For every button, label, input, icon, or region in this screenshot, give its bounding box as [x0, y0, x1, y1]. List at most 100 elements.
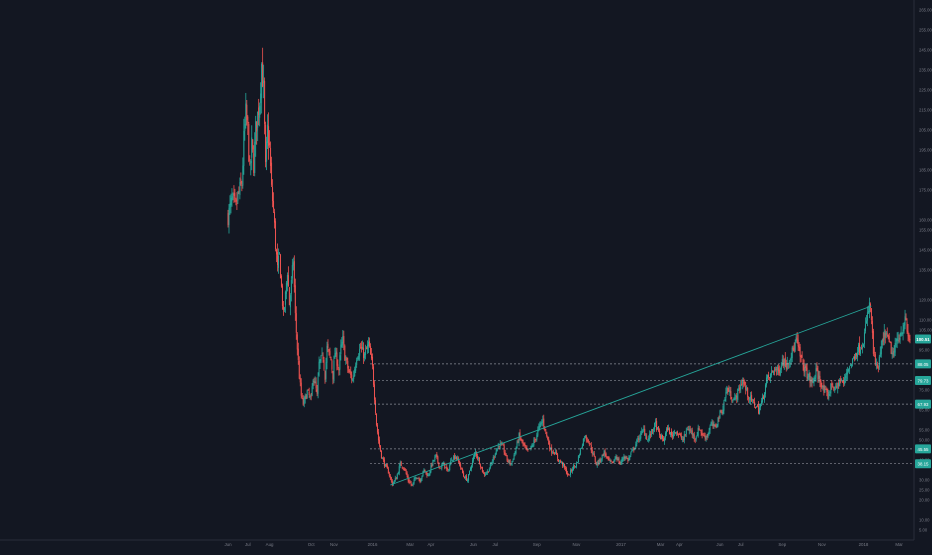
x-tick-label: Sep	[533, 542, 541, 547]
candle-up	[867, 310, 869, 313]
trendline[interactable]	[390, 305, 872, 486]
candle-up	[452, 459, 454, 461]
candle-up	[861, 347, 863, 349]
candle-down	[281, 285, 283, 306]
candle-up	[761, 400, 763, 404]
candle-down	[873, 352, 875, 353]
candle-down	[546, 431, 548, 437]
candle-down	[426, 473, 428, 477]
candle-up	[647, 439, 649, 441]
candle-up	[540, 422, 542, 425]
candle-up	[533, 440, 535, 446]
candle-down	[297, 348, 299, 360]
candle-up	[708, 431, 710, 435]
candle-down	[548, 439, 550, 445]
candle-up	[537, 429, 539, 436]
candle-up	[865, 320, 867, 324]
candle-down	[388, 473, 390, 476]
candle-down	[800, 355, 802, 357]
candle-up	[304, 394, 306, 400]
candle-up	[818, 375, 820, 379]
candle-down	[253, 153, 255, 173]
candle-down	[819, 376, 821, 382]
candle-down	[787, 363, 789, 364]
candle-down	[743, 382, 745, 383]
candle-up	[469, 470, 471, 475]
candle-up	[615, 456, 617, 459]
candle-down	[557, 454, 559, 459]
candle-up	[488, 468, 490, 472]
candle-down	[678, 434, 680, 435]
candle-up	[473, 453, 475, 457]
candle-up	[724, 399, 726, 401]
candle-down	[553, 451, 555, 453]
candle-down	[826, 389, 828, 393]
time-axis[interactable]: Jun Jul Aug Oct Nov 2016 Mar Apr Jun Jul Sep Nov 201…	[224, 542, 903, 547]
candle-up	[311, 386, 313, 396]
candle-up	[441, 464, 443, 469]
candle-down	[744, 381, 746, 385]
price-level-tag	[915, 399, 931, 409]
candle-down	[349, 370, 351, 373]
candle-down	[370, 346, 372, 355]
candle-up	[868, 302, 870, 313]
candle-down	[777, 367, 779, 372]
candle-up	[368, 342, 370, 347]
candle-up	[596, 461, 598, 466]
candle-up	[623, 456, 625, 459]
x-tick-label: Jul	[738, 542, 744, 547]
x-tick-label: Mar	[406, 542, 414, 547]
candle-down	[252, 139, 254, 150]
candle-down	[360, 347, 362, 349]
candle-up	[752, 399, 754, 401]
candle-up	[883, 330, 885, 340]
candle-up	[637, 437, 639, 439]
candle-down	[782, 359, 784, 366]
x-tick-label: Mar	[895, 542, 903, 547]
candle-up	[290, 280, 292, 294]
candle-up	[471, 465, 473, 469]
candle-down	[560, 460, 562, 463]
candle-down	[328, 349, 330, 351]
candle-down	[882, 337, 884, 342]
candle-up	[881, 339, 883, 346]
candle-up	[514, 452, 516, 455]
candle-up	[895, 343, 897, 345]
candle-up	[812, 381, 814, 383]
candle-up	[572, 465, 574, 470]
candle-up	[559, 460, 561, 462]
candle-down	[347, 360, 349, 369]
candle-down	[366, 348, 368, 350]
candle-down	[409, 482, 411, 483]
candle-down	[877, 367, 879, 369]
candle-up	[465, 476, 467, 479]
candle-down	[748, 397, 750, 400]
candle-up	[783, 358, 785, 367]
candle-up	[620, 461, 622, 464]
candle-down	[274, 211, 276, 223]
price-level-tag	[915, 444, 931, 454]
candle-up	[358, 355, 360, 360]
candle-down	[234, 193, 236, 199]
candle-down	[554, 452, 556, 455]
candle-down	[523, 443, 525, 446]
candle-down	[276, 249, 278, 255]
y-tick-label: 95.00	[919, 348, 930, 353]
candle-up	[229, 203, 231, 208]
candle-down	[771, 370, 773, 372]
candle-up	[429, 471, 431, 475]
candle-up	[355, 365, 357, 371]
candle-down	[758, 405, 760, 414]
candle-up	[625, 457, 627, 459]
candle-down	[410, 482, 412, 485]
candle-down	[887, 334, 889, 337]
candle-up	[772, 370, 774, 374]
candle-up	[345, 359, 347, 360]
y-tick-label: 55.00	[919, 428, 930, 433]
candle-down	[551, 447, 553, 453]
candle-down	[549, 443, 551, 450]
candle-up	[277, 255, 279, 268]
candle-up	[862, 344, 864, 347]
